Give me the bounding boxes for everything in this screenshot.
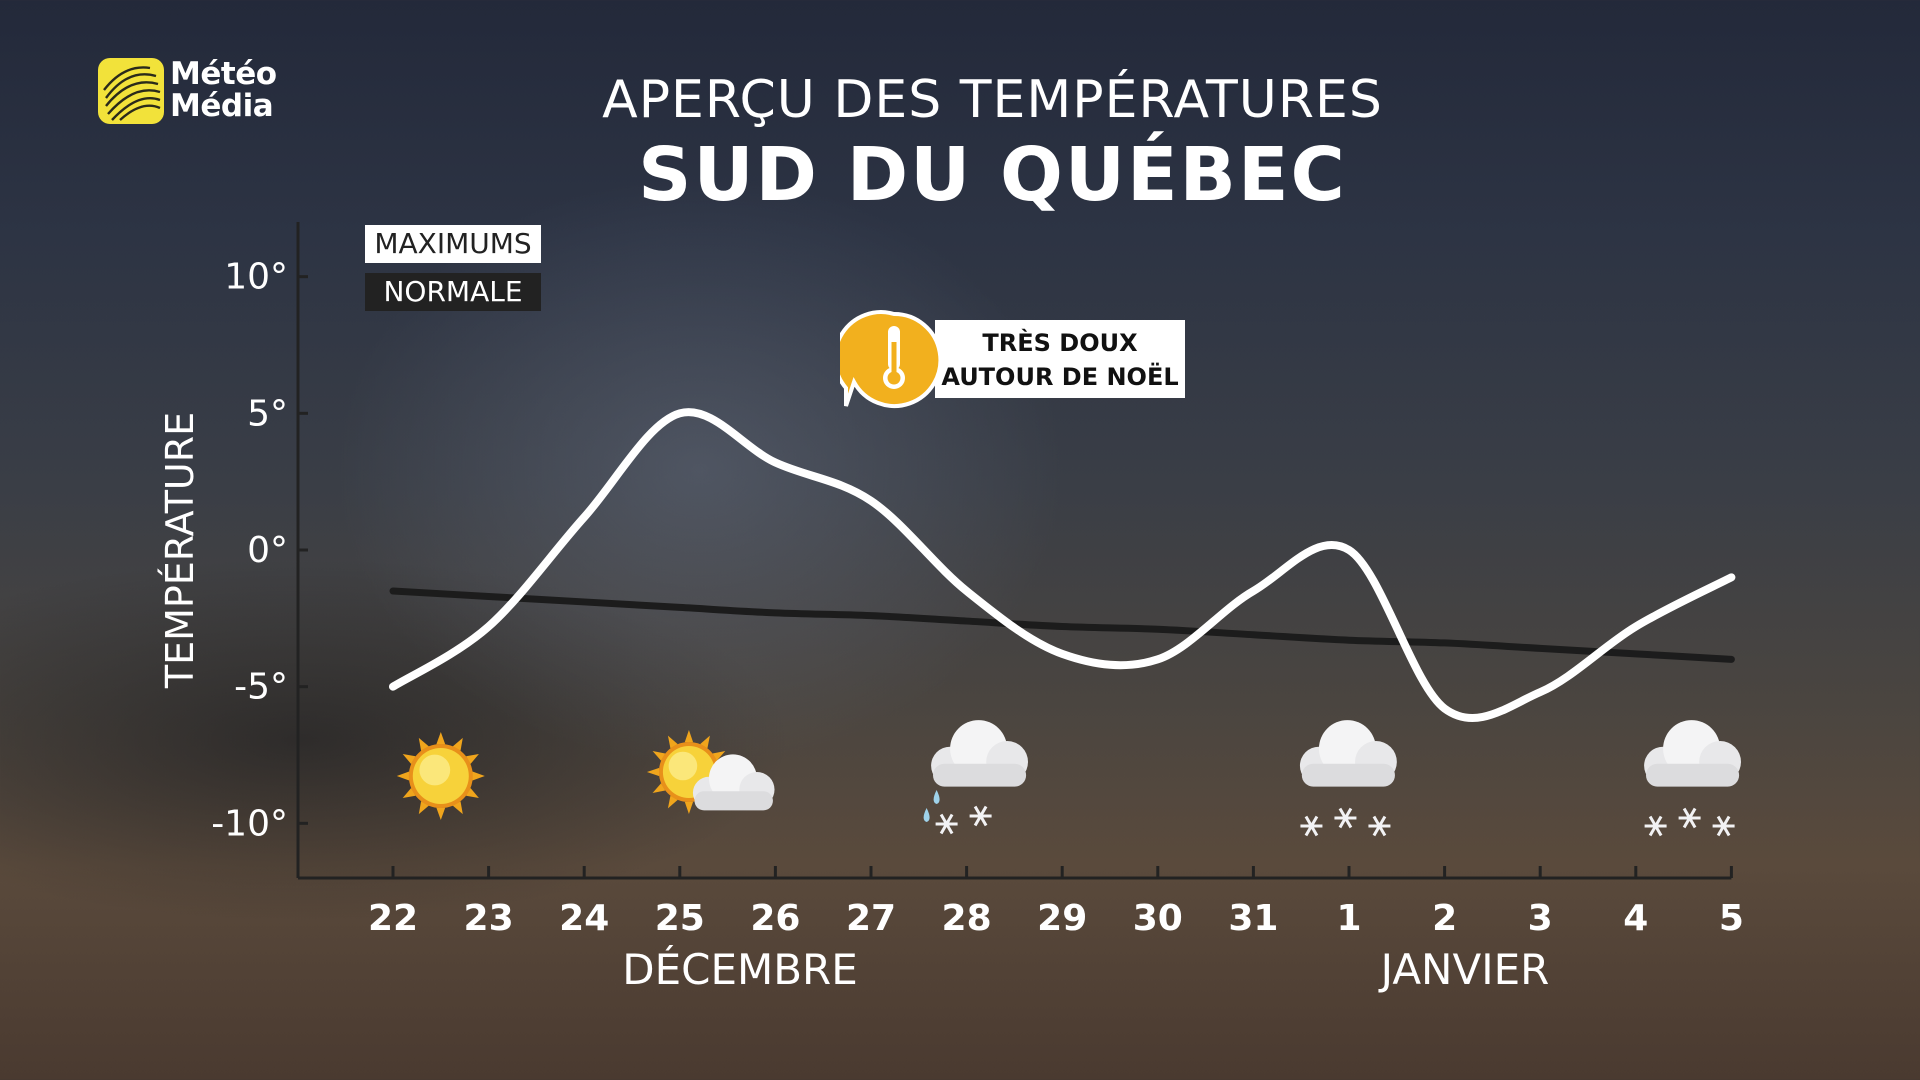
x-tick-label: 5 [1719,898,1744,939]
cloud-snow-icon [1644,720,1741,837]
y-tick-label: -5° [234,667,288,708]
x-tick-label: 2 [1432,898,1457,939]
month-label-janvier: JANVIER [1380,945,1550,994]
x-tick-label: 1 [1336,898,1361,939]
y-axis-label: TEMPÉRATURE [158,411,202,689]
series-line-maximums [389,408,1736,723]
cloud-snow-icon [1299,720,1397,837]
chart-title: APERÇU DES TEMPÉRATURES [602,70,1383,130]
x-tick-label: 24 [559,898,609,939]
x-tick-label: 30 [1133,898,1183,939]
y-tick-label: 0° [247,530,288,571]
x-tick-label: 31 [1228,898,1278,939]
x-tick-label: 25 [655,898,705,939]
x-tick-label: 29 [1037,898,1087,939]
x-tick-label: 28 [942,898,992,939]
meteomedia-logo: Météo Média [98,58,278,128]
legend-maximums: MAXIMUMS [365,225,541,263]
month-label-decembre: DÉCEMBRE [622,945,858,994]
callout-badge: TRÈS DOUX AUTOUR DE NOËL [840,308,1185,418]
brand-line2: Média [170,88,274,124]
thermometer-icon [840,310,943,408]
weather-icons [396,720,1741,837]
callout-box [935,320,1185,398]
ticks: 10°5°0°-5°-10°22 23 24 25 26 27 28 29 30 31 1 2 3 4 5 [211,257,1744,939]
legend-normale: NORMALE [365,273,541,311]
x-tick-label: 23 [464,898,514,939]
x-tick-label: 27 [846,898,896,939]
y-tick-label: 10° [224,257,288,298]
sun-cloud-icon [646,730,775,814]
x-tick-label: 26 [750,898,800,939]
x-tick-label: 4 [1623,898,1648,939]
y-tick-label: 5° [247,393,288,434]
brand-line1: Météo [170,56,277,92]
callout-line1: TRÈS DOUX [982,329,1138,357]
series-line-normale [389,587,1735,663]
x-tick-label: 22 [368,898,418,939]
callout-line2: AUTOUR DE NOËL [941,363,1179,391]
chart-subtitle: SUD DU QUÉBEC [638,132,1347,218]
sun-icon [396,732,485,820]
y-tick-label: -10° [211,803,288,844]
globe-logo-icon [98,58,164,124]
cloud-rain-snow-icon [923,720,1028,835]
series-lines [389,408,1736,723]
x-tick-label: 3 [1528,898,1553,939]
